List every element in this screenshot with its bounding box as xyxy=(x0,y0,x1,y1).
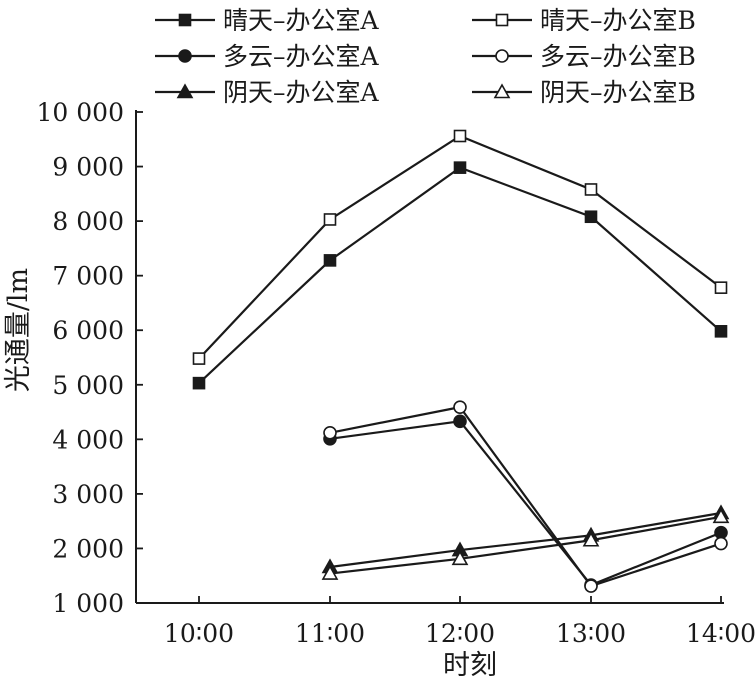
y-tick-label: 4 000 xyxy=(52,425,124,454)
legend-marker xyxy=(495,49,509,63)
legend-item: 多云–办公室A xyxy=(155,42,380,71)
data-point xyxy=(192,352,206,365)
plot-area xyxy=(192,129,730,593)
x-tick-label: 11∶00 xyxy=(295,619,365,648)
y-tick-label: 5 000 xyxy=(52,371,124,400)
series-line xyxy=(329,405,722,588)
legend-item: 晴天–办公室B xyxy=(472,6,696,35)
y-tick-label: 2 000 xyxy=(52,534,124,563)
y-tick-label: 10 000 xyxy=(37,98,124,127)
data-point xyxy=(712,508,730,524)
series-3 xyxy=(323,414,728,592)
legend: 晴天–办公室A 晴天–办公室B 多云–办公室A 多云–办公室B 阴天–办公室A 阴天–办公… xyxy=(155,6,696,107)
series-2 xyxy=(192,129,728,365)
data-point xyxy=(453,161,467,174)
y-axis-label: 光通量/lm xyxy=(3,268,34,392)
x-tick-label: 10∶00 xyxy=(164,619,234,648)
data-point xyxy=(714,536,728,551)
data-point xyxy=(192,376,206,390)
x-axis-label: 时刻 xyxy=(443,650,497,681)
legend-marker xyxy=(176,83,194,99)
y-tick-label: 8 000 xyxy=(52,207,124,236)
data-point xyxy=(584,579,598,593)
legend-item: 阴天–办公室B xyxy=(472,78,696,107)
series-5 xyxy=(321,504,730,574)
data-point xyxy=(453,414,467,429)
axes xyxy=(135,110,724,604)
y-tick-label: 1 000 xyxy=(52,589,124,618)
data-point xyxy=(323,213,337,226)
data-point xyxy=(714,281,728,294)
legend-item: 晴天–办公室A xyxy=(155,6,380,35)
legend-label: 多云–办公室A xyxy=(223,42,380,71)
data-point xyxy=(323,254,337,267)
x-tick-label: 14∶00 xyxy=(686,619,756,648)
series-6 xyxy=(321,508,730,580)
y-tick-label: 9 000 xyxy=(52,153,124,182)
series-4 xyxy=(323,400,728,593)
series-line xyxy=(329,511,722,569)
x-ticks: 10∶00 11∶00 12∶00 13∶00 14∶00 xyxy=(164,596,756,648)
data-point xyxy=(453,129,467,143)
y-tick-label: 6 000 xyxy=(52,316,124,345)
data-point xyxy=(714,325,728,338)
x-tick-label: 12∶00 xyxy=(425,619,495,648)
legend-label: 阴天–办公室A xyxy=(223,78,380,107)
data-point xyxy=(323,425,337,440)
legend-label: 晴天–办公室B xyxy=(540,6,696,35)
legend-marker xyxy=(178,49,192,63)
y-tick-label: 3 000 xyxy=(52,480,124,509)
legend-item: 阴天–办公室A xyxy=(155,78,380,107)
y-tick-label: 7 000 xyxy=(52,262,124,291)
data-point xyxy=(321,564,339,580)
legend-label: 多云–办公室B xyxy=(540,42,696,71)
series-1 xyxy=(192,161,728,390)
legend-marker xyxy=(178,13,192,27)
legend-label: 晴天–办公室A xyxy=(223,6,380,35)
legend-label: 阴天–办公室B xyxy=(540,78,696,107)
y-ticks: 1 000 2 000 3 000 4 000 5 000 6 000 7 000 8 000… xyxy=(37,98,143,618)
series-line xyxy=(329,420,722,587)
data-point xyxy=(582,531,600,547)
legend-marker xyxy=(495,13,509,27)
legend-item: 多云–办公室B xyxy=(472,42,696,71)
data-point xyxy=(453,400,467,414)
series-line xyxy=(329,515,722,575)
legend-marker xyxy=(493,83,511,99)
x-tick-label: 13∶00 xyxy=(556,619,626,648)
data-point xyxy=(584,183,598,196)
data-point xyxy=(584,210,598,224)
data-point xyxy=(451,550,469,566)
